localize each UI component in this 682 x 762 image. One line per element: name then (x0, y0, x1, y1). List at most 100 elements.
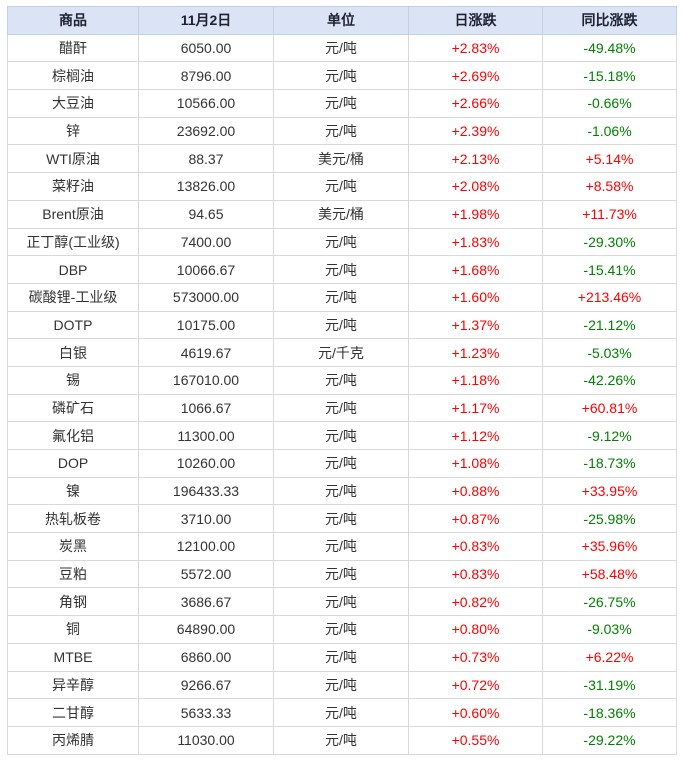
price-cell: 167010.00 (138, 365, 274, 395)
price-cell: 3686.67 (138, 587, 274, 617)
price-cell: 1066.67 (138, 393, 274, 423)
yoy-change-cell: +213.46% (542, 282, 677, 312)
commodity-name-cell: 醋酐 (7, 33, 139, 63)
daily-change-cell: +0.80% (408, 615, 543, 644)
daily-change-cell: +2.13% (408, 144, 543, 174)
price-cell: 88.37 (138, 144, 274, 174)
table-row: 异辛醇 9266.67 元/吨 +0.72% -31.19% (7, 670, 677, 700)
unit-cell: 元/吨 (273, 310, 409, 340)
table-row: DBP 10066.67 元/吨 +1.68% -15.41% (7, 255, 677, 284)
unit-cell: 元/吨 (273, 670, 409, 700)
yoy-change-cell: +11.73% (542, 199, 677, 229)
daily-change-cell: +0.87% (408, 504, 543, 534)
table-row: 镍 196433.33 元/吨 +0.88% +33.95% (7, 476, 677, 506)
daily-change-cell: +0.82% (408, 587, 543, 617)
daily-change-cell: +0.88% (408, 476, 543, 506)
table-row: 豆粕 5572.00 元/吨 +0.83% +58.48% (7, 559, 677, 589)
table-row: Brent原油 94.65 美元/桶 +1.98% +11.73% (7, 199, 677, 229)
daily-change-cell: +0.83% (408, 559, 543, 589)
unit-cell: 元/吨 (273, 725, 409, 755)
daily-change-cell: +0.60% (408, 698, 543, 727)
price-cell: 11300.00 (138, 421, 274, 450)
unit-cell: 美元/桶 (273, 199, 409, 229)
commodity-name-cell: MTBE (7, 642, 139, 672)
table-row: 白银 4619.67 元/千克 +1.23% -5.03% (7, 338, 677, 367)
unit-cell: 美元/桶 (273, 144, 409, 174)
daily-change-cell: +1.37% (408, 310, 543, 340)
yoy-change-cell: -15.41% (542, 255, 677, 284)
unit-cell: 元/吨 (273, 365, 409, 395)
unit-cell: 元/吨 (273, 587, 409, 617)
table-row: 热轧板卷 3710.00 元/吨 +0.87% -25.98% (7, 504, 677, 534)
commodity-name-cell: 氟化铝 (7, 421, 139, 450)
commodity-name-cell: 热轧板卷 (7, 504, 139, 534)
unit-cell: 元/吨 (273, 255, 409, 284)
price-cell: 6860.00 (138, 642, 274, 672)
commodity-price-table: 商品 11月2日 单位 日涨跌 同比涨跌 醋酐 6050.00 元/吨 +2.83% -… (7, 6, 677, 755)
price-cell: 4619.67 (138, 338, 274, 367)
unit-cell: 元/吨 (273, 61, 409, 91)
commodity-name-cell: 棕榈油 (7, 61, 139, 91)
table-row: 醋酐 6050.00 元/吨 +2.83% -49.48% (7, 33, 677, 63)
unit-cell: 元/吨 (273, 89, 409, 118)
unit-cell: 元/吨 (273, 449, 409, 478)
yoy-change-cell: -26.75% (542, 587, 677, 617)
unit-cell: 元/吨 (273, 33, 409, 63)
daily-change-cell: +0.73% (408, 642, 543, 672)
column-header-yoy-change: 同比涨跌 (542, 6, 677, 35)
commodity-name-cell: 炭黑 (7, 532, 139, 561)
daily-change-cell: +1.08% (408, 449, 543, 478)
table-row: 丙烯腈 11030.00 元/吨 +0.55% -29.22% (7, 725, 677, 755)
daily-change-cell: +0.83% (408, 532, 543, 561)
table-row: 锡 167010.00 元/吨 +1.18% -42.26% (7, 365, 677, 395)
commodity-name-cell: 豆粕 (7, 559, 139, 589)
commodity-name-cell: DOP (7, 449, 139, 478)
yoy-change-cell: -29.22% (542, 725, 677, 755)
commodity-name-cell: 镍 (7, 476, 139, 506)
yoy-change-cell: -29.30% (542, 227, 677, 257)
commodity-name-cell: 二甘醇 (7, 698, 139, 727)
daily-change-cell: +0.55% (408, 725, 543, 755)
table-row: 棕榈油 8796.00 元/吨 +2.69% -15.18% (7, 61, 677, 91)
unit-cell: 元/吨 (273, 559, 409, 589)
column-header-unit: 单位 (273, 6, 409, 35)
daily-change-cell: +1.12% (408, 421, 543, 450)
price-cell: 7400.00 (138, 227, 274, 257)
table-row: 角钢 3686.67 元/吨 +0.82% -26.75% (7, 587, 677, 617)
yoy-change-cell: -9.12% (542, 421, 677, 450)
daily-change-cell: +1.60% (408, 282, 543, 312)
table-row: MTBE 6860.00 元/吨 +0.73% +6.22% (7, 642, 677, 672)
table-body: 醋酐 6050.00 元/吨 +2.83% -49.48% 棕榈油 8796.00 元/吨 +2… (7, 33, 677, 755)
table-row: 大豆油 10566.00 元/吨 +2.66% -0.66% (7, 89, 677, 118)
table-row: 氟化铝 11300.00 元/吨 +1.12% -9.12% (7, 421, 677, 450)
price-cell: 6050.00 (138, 33, 274, 63)
commodity-name-cell: 锡 (7, 365, 139, 395)
yoy-change-cell: -49.48% (542, 33, 677, 63)
yoy-change-cell: +60.81% (542, 393, 677, 423)
yoy-change-cell: -42.26% (542, 365, 677, 395)
table-row: 磷矿石 1066.67 元/吨 +1.17% +60.81% (7, 393, 677, 423)
commodity-name-cell: 异辛醇 (7, 670, 139, 700)
daily-change-cell: +2.69% (408, 61, 543, 91)
yoy-change-cell: +35.96% (542, 532, 677, 561)
commodity-name-cell: 锌 (7, 116, 139, 146)
unit-cell: 元/吨 (273, 476, 409, 506)
price-cell: 64890.00 (138, 615, 274, 644)
yoy-change-cell: -1.06% (542, 116, 677, 146)
price-cell: 5572.00 (138, 559, 274, 589)
commodity-name-cell: 磷矿石 (7, 393, 139, 423)
table-header-row: 商品 11月2日 单位 日涨跌 同比涨跌 (7, 6, 677, 35)
daily-change-cell: +1.83% (408, 227, 543, 257)
commodity-name-cell: 菜籽油 (7, 172, 139, 201)
table-row: 炭黑 12100.00 元/吨 +0.83% +35.96% (7, 532, 677, 561)
table-row: 正丁醇(工业级) 7400.00 元/吨 +1.83% -29.30% (7, 227, 677, 257)
unit-cell: 元/吨 (273, 421, 409, 450)
yoy-change-cell: -21.12% (542, 310, 677, 340)
column-header-date: 11月2日 (138, 6, 274, 35)
daily-change-cell: +2.39% (408, 116, 543, 146)
table-row: DOTP 10175.00 元/吨 +1.37% -21.12% (7, 310, 677, 340)
table-row: 二甘醇 5633.33 元/吨 +0.60% -18.36% (7, 698, 677, 727)
table-row: 锌 23692.00 元/吨 +2.39% -1.06% (7, 116, 677, 146)
price-cell: 196433.33 (138, 476, 274, 506)
yoy-change-cell: +58.48% (542, 559, 677, 589)
